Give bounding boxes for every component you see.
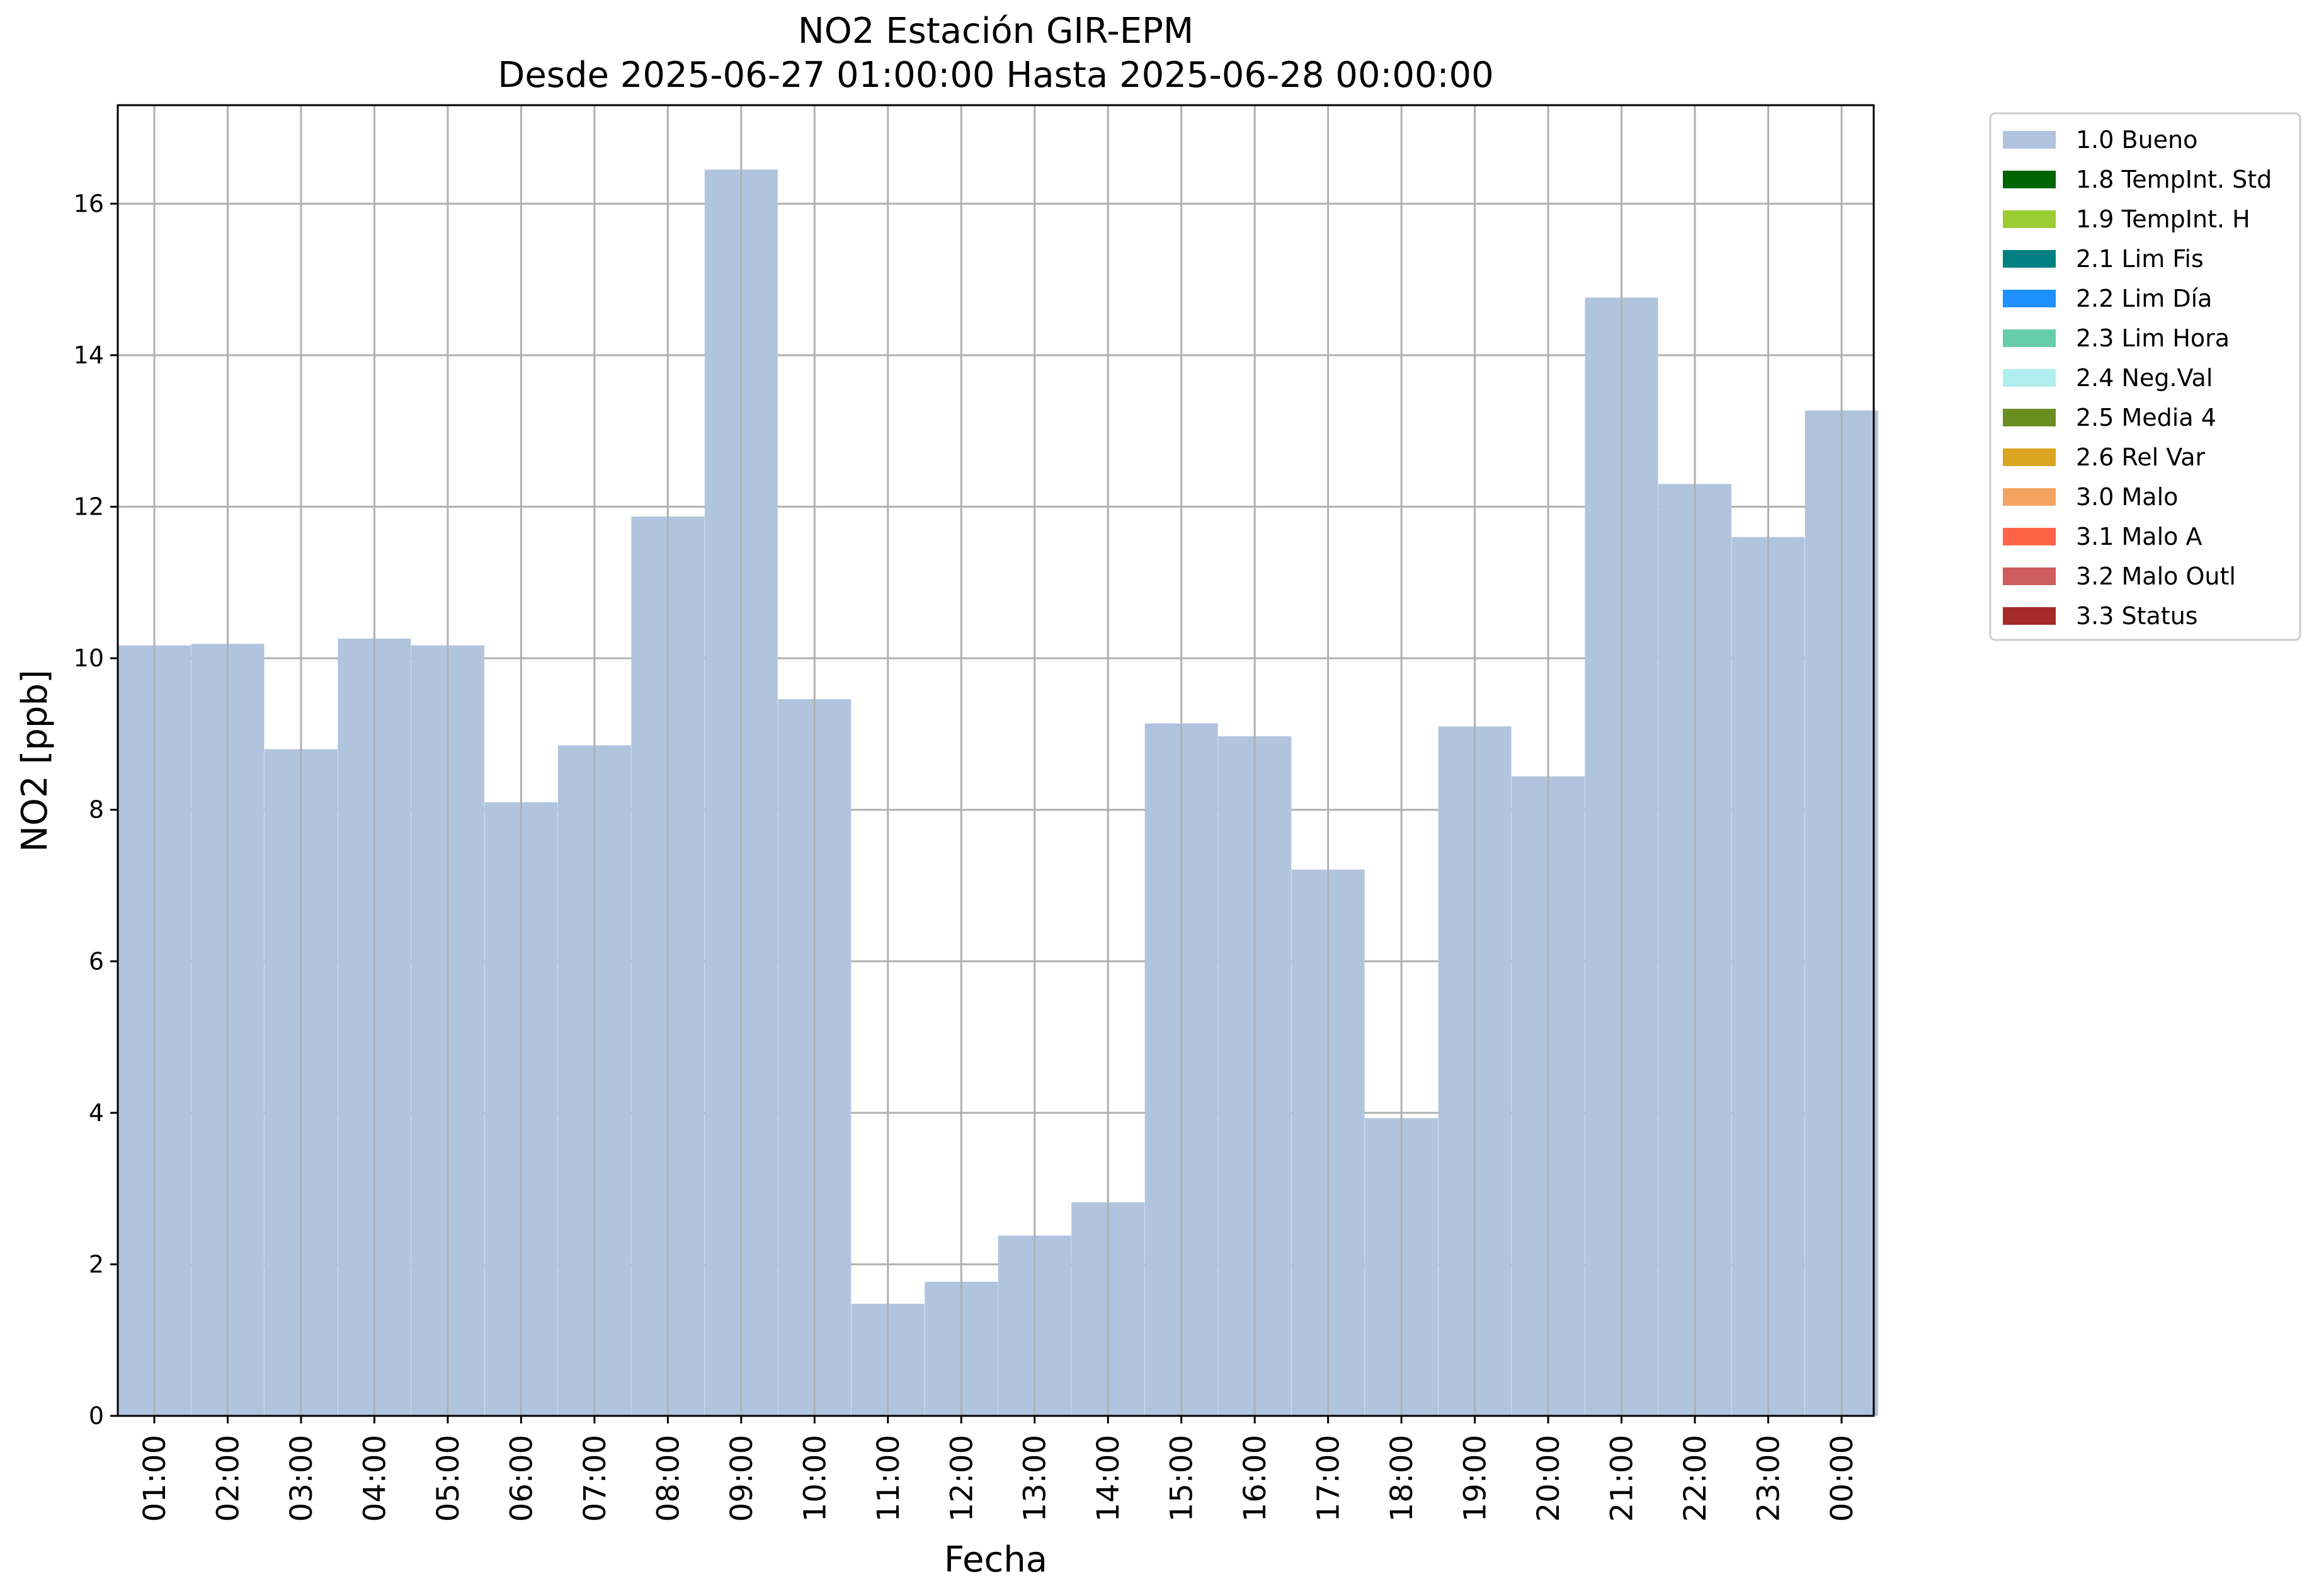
legend-label: 3.3 Status [2076,602,2198,630]
legend-label: 3.1 Malo A [2076,523,2202,550]
y-tick-label: 0 [89,1402,104,1430]
x-tick-label: 22:00 [1678,1435,1713,1522]
legend-frame [1989,112,2301,641]
legend-swatch [2003,528,2056,545]
x-tick-label: 18:00 [1384,1435,1420,1522]
y-axis-label: NO2 [ppb] [14,670,55,852]
x-tick-label: 23:00 [1752,1435,1787,1522]
x-axis-label: Fecha [944,1539,1047,1580]
x-tick-label: 01:00 [137,1435,173,1522]
legend-label: 2.1 Lim Fis [2076,245,2204,273]
x-tick-label: 00:00 [1825,1435,1860,1522]
y-tick-label: 6 [89,947,104,975]
legend-swatch [2003,250,2056,268]
x-tick-label: 16:00 [1238,1435,1273,1522]
x-tick-label: 15:00 [1165,1435,1200,1522]
chart-title: NO2 Estación GIR-EPM [798,11,1194,52]
legend-swatch [2003,329,2056,347]
x-tick-label: 14:00 [1091,1435,1126,1522]
x-tick-label: 06:00 [504,1435,539,1522]
legend-label: 2.5 Media 4 [2076,404,2216,431]
y-tick-label: 14 [74,341,104,369]
x-tick-label: 13:00 [1018,1435,1053,1522]
x-tick-label: 17:00 [1311,1435,1347,1522]
legend-label: 3.2 Malo Outl [2076,562,2236,590]
legend-label: 2.3 Lim Hora [2076,324,2230,352]
x-tick-label: 03:00 [284,1435,319,1522]
legend-swatch [2003,448,2056,466]
legend-label: 2.6 Rel Var [2076,443,2206,471]
legend-label: 1.0 Bueno [2076,126,2197,154]
legend-swatch [2003,290,2056,307]
y-tick-label: 12 [74,493,104,521]
chart-subtitle: Desde 2025-06-27 01:00:00 Hasta 2025-06-… [498,55,1494,96]
legend-label: 2.2 Lim Día [2076,285,2212,312]
y-tick-label: 4 [89,1099,104,1127]
x-tick-label: 04:00 [357,1435,392,1522]
x-tick-label: 10:00 [797,1435,833,1522]
x-tick-label: 02:00 [210,1435,246,1522]
legend-swatch [2003,488,2056,506]
legend-swatch [2003,409,2056,426]
x-tick-label: 19:00 [1458,1435,1493,1522]
x-tick-label: 05:00 [431,1435,466,1522]
x-tick-label: 21:00 [1605,1435,1640,1522]
bars [118,169,1878,1416]
y-tick-label: 8 [89,796,104,824]
legend-swatch [2003,171,2056,188]
legend: 1.0 Bueno 1.8 TempInt. Std 1.9 TempInt. H 2… [1989,112,2301,641]
legend-label: 3.0 Malo [2076,483,2178,511]
y-axis-ticks: 0 2 4 6 8 10 12 14 16 [74,190,118,1430]
x-tick-label: 07:00 [578,1435,613,1522]
y-tick-label: 2 [89,1250,104,1278]
legend-swatch [2003,567,2056,585]
legend-label: 1.9 TempInt. H [2076,205,2250,233]
x-tick-label: 20:00 [1531,1435,1566,1522]
x-grid-lines [153,105,1843,1416]
x-tick-label: 12:00 [944,1435,979,1522]
y-tick-label: 16 [74,190,104,217]
legend-label: 2.4 Neg.Val [2076,364,2213,392]
y-tick-label: 10 [74,644,104,672]
x-axis-ticks: 01:00 02:00 03:00 04:00 05:00 06:00 07:00 08:00… [137,1416,1860,1522]
plot-frame [117,104,1875,1417]
legend-label: 1.8 TempInt. Std [2076,166,2272,193]
x-tick-label: 08:00 [651,1435,686,1522]
legend-swatch [2003,607,2056,625]
x-tick-label: 09:00 [724,1435,760,1522]
legend-swatch [2003,369,2056,387]
legend-swatch [2003,131,2056,149]
legend-swatch [2003,210,2056,228]
x-tick-label: 11:00 [871,1435,906,1522]
